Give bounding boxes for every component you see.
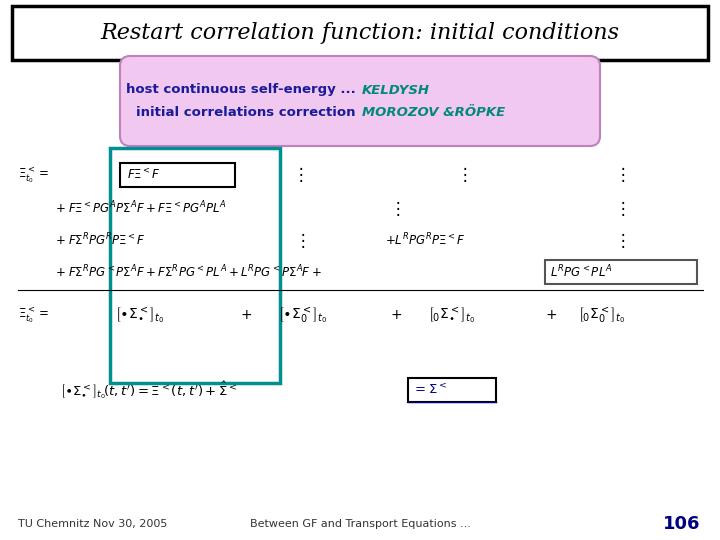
Text: $+$: $+$ bbox=[240, 308, 252, 322]
Text: $\vdots$: $\vdots$ bbox=[614, 165, 626, 185]
Text: MOROZOV &RÖPKE: MOROZOV &RÖPKE bbox=[362, 106, 505, 119]
Text: $\vdots$: $\vdots$ bbox=[614, 231, 626, 249]
Bar bbox=[408, 378, 496, 402]
Text: $F\Xi^{<}F$: $F\Xi^{<}F$ bbox=[127, 168, 161, 183]
Text: 106: 106 bbox=[662, 515, 700, 533]
Text: $\left[\bullet\Sigma_{\bullet}^{<}\right]_{t_0}$: $\left[\bullet\Sigma_{\bullet}^{<}\right… bbox=[115, 305, 164, 325]
Text: $\vdots$: $\vdots$ bbox=[292, 165, 304, 185]
Text: $\Xi_{t_0}^{<}=$: $\Xi_{t_0}^{<}=$ bbox=[18, 305, 49, 325]
Text: $\vdots$: $\vdots$ bbox=[614, 199, 626, 218]
Text: $L^{R}PG^{<}PL^{A}$: $L^{R}PG^{<}PL^{A}$ bbox=[550, 264, 613, 280]
Text: $\left[\bullet\Sigma_{\bullet}^{<}\right]_{t_0}\!(t,t^{\prime})=\Xi^{<}(t,t^{\pr: $\left[\bullet\Sigma_{\bullet}^{<}\right… bbox=[60, 379, 238, 401]
Text: $\left[{}_0\Sigma_{0}^{<}\right]_{t_0}$: $\left[{}_0\Sigma_{0}^{<}\right]_{t_0}$ bbox=[578, 305, 625, 325]
Bar bbox=[545, 260, 697, 284]
Text: $+$: $+$ bbox=[390, 308, 402, 322]
Text: $\vdots$: $\vdots$ bbox=[390, 199, 400, 218]
Text: Restart correlation function: initial conditions: Restart correlation function: initial co… bbox=[101, 22, 619, 44]
Text: $+$: $+$ bbox=[545, 308, 557, 322]
Text: initial correlations correction: initial correlations correction bbox=[136, 106, 360, 119]
Text: $\vdots$: $\vdots$ bbox=[294, 231, 305, 249]
Text: $+\;F\Xi^{<}PG^{A}P\Sigma^{A}F+F\Xi^{<}PG^{A}PL^{A}$: $+\;F\Xi^{<}PG^{A}P\Sigma^{A}F+F\Xi^{<}P… bbox=[55, 200, 227, 217]
Text: $\left[{}_0\Sigma_{\bullet}^{<}\right]_{t_0}$: $\left[{}_0\Sigma_{\bullet}^{<}\right]_{… bbox=[428, 305, 475, 325]
Text: KELDYSH: KELDYSH bbox=[362, 84, 430, 97]
Bar bbox=[110, 148, 280, 383]
Text: Between GF and Transport Equations ...: Between GF and Transport Equations ... bbox=[250, 519, 470, 529]
FancyBboxPatch shape bbox=[120, 56, 600, 146]
Text: host continuous self-energy ...: host continuous self-energy ... bbox=[125, 84, 360, 97]
Text: $+\;F\Sigma^{R}PG^{<}P\Sigma^{A}F+F\Sigma^{R}PG^{<}PL^{A}+L^{R}PG^{<}P\Sigma^{A}: $+\;F\Sigma^{R}PG^{<}P\Sigma^{A}F+F\Sigm… bbox=[55, 264, 322, 280]
Text: TU Chemnitz Nov 30, 2005: TU Chemnitz Nov 30, 2005 bbox=[18, 519, 167, 529]
Bar bbox=[120, 163, 235, 187]
Text: $\Xi_{t_0}^{<}=$: $\Xi_{t_0}^{<}=$ bbox=[18, 165, 49, 185]
Bar bbox=[12, 6, 708, 60]
Text: $\left[\bullet\Sigma_{0}^{<}\right]_{t_0}$: $\left[\bullet\Sigma_{0}^{<}\right]_{t_0… bbox=[278, 305, 327, 325]
Text: $+\;F\Sigma^{R}PG^{R}P\Xi^{<}F$: $+\;F\Sigma^{R}PG^{R}P\Xi^{<}F$ bbox=[55, 232, 145, 248]
Text: $\vdots$: $\vdots$ bbox=[456, 165, 467, 185]
Text: $+L^{R}PG^{R}P\Xi^{<}F$: $+L^{R}PG^{R}P\Xi^{<}F$ bbox=[385, 232, 465, 248]
Text: $=\Sigma^{<}$: $=\Sigma^{<}$ bbox=[412, 383, 447, 397]
